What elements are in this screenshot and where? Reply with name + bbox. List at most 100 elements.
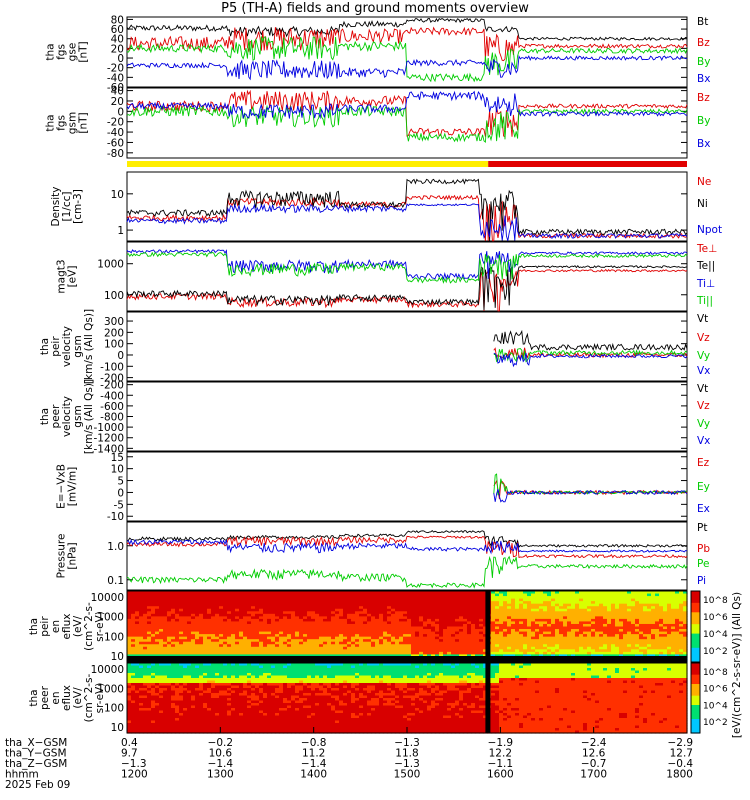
- spectrogram-cell: [155, 673, 160, 677]
- spectrogram-cell: [603, 593, 608, 597]
- spectrogram-cell: [147, 634, 152, 638]
- spectrogram-cell: [363, 636, 368, 640]
- spectrogram-cell: [339, 646, 344, 650]
- spectrogram-cell: [363, 603, 368, 607]
- spectrogram-cell: [339, 639, 344, 643]
- spectrogram-cell: [507, 651, 512, 655]
- spectrogram-cell: [187, 618, 192, 623]
- spectrogram-cell: [463, 629, 468, 633]
- spectrogram-cell: [279, 623, 284, 628]
- spectrogram-cell: [435, 603, 440, 607]
- spectrogram-cell: [519, 623, 524, 628]
- spectrogram-cell: [251, 639, 256, 643]
- spectrogram-cell: [555, 646, 560, 650]
- spectrogram-cell: [163, 631, 168, 635]
- spectrogram-cell: [543, 606, 548, 610]
- spectrogram-cell: [235, 688, 240, 692]
- spectrogram-cell: [139, 591, 144, 595]
- spectrogram-cell: [207, 613, 212, 617]
- spectrogram-cell: [335, 598, 340, 602]
- y-tick-label: 1000: [97, 259, 124, 271]
- spectrogram-cell: [327, 606, 332, 610]
- spectrogram-cell: [211, 700, 216, 704]
- spectrogram-cell: [399, 636, 404, 640]
- spectrogram-cell: [319, 596, 324, 600]
- spectrogram-cell: [579, 629, 584, 633]
- spectrogram-cell: [211, 634, 216, 638]
- spectrogram-cell: [175, 720, 180, 724]
- spectrogram-cell: [679, 626, 684, 630]
- spectrogram-cell: [303, 634, 308, 638]
- spectrogram-cell: [483, 634, 488, 638]
- spectrogram-cell: [567, 644, 572, 648]
- spectrogram-cell: [239, 700, 244, 704]
- spectrogram-cell: [631, 621, 636, 625]
- spectrogram-cell: [667, 646, 672, 650]
- spectrogram-cell: [387, 623, 392, 628]
- spectrogram-cell: [167, 651, 172, 655]
- spectrogram-cell: [375, 631, 380, 635]
- spectrogram-cell: [531, 596, 536, 600]
- spectrogram-cell: [315, 654, 320, 658]
- spectrogram-cell: [211, 695, 216, 699]
- spectrogram-cell: [583, 626, 588, 630]
- spectrogram-cell: [163, 705, 168, 709]
- spectrogram-cell: [323, 593, 328, 597]
- spectrogram-cell: [415, 591, 420, 595]
- legend-entry: Bt: [697, 16, 708, 28]
- spectrogram-cell: [267, 636, 272, 640]
- spectrogram-cell: [311, 613, 316, 617]
- spectrogram-cell: [235, 698, 240, 702]
- spectrogram-cell: [171, 668, 176, 672]
- spectrogram-cell: [539, 591, 544, 595]
- spectrogram-cell: [567, 608, 572, 612]
- y-tick-label: 20: [111, 43, 124, 55]
- spectrogram-cell: [311, 618, 316, 623]
- spectrogram-cell: [227, 695, 232, 699]
- spectrogram-cell: [439, 641, 444, 645]
- spectrogram-cell: [215, 621, 220, 625]
- spectrogram-cell: [679, 621, 684, 625]
- spectrogram-cell: [211, 616, 216, 620]
- spectrogram-cell: [231, 710, 236, 714]
- spectrogram-cell: [367, 644, 372, 648]
- spectrogram-cell: [479, 626, 484, 630]
- spectrogram-cell: [455, 623, 460, 628]
- spectrogram-cell: [559, 596, 564, 600]
- spectrogram-cell: [355, 651, 360, 655]
- spectrogram-cell: [463, 641, 468, 645]
- spectrogram-cell: [335, 639, 340, 643]
- spectrogram-cell: [379, 649, 384, 653]
- spectrogram-cell: [307, 651, 312, 655]
- spectrogram-cell: [627, 639, 632, 643]
- spectrogram-cell: [611, 644, 616, 648]
- legend-entry: Ti||: [696, 295, 713, 307]
- spectrogram-cell: [371, 641, 376, 645]
- spectrogram-cell: [139, 639, 144, 643]
- spectrogram-cell: [195, 723, 200, 727]
- spectrogram-cell: [231, 644, 236, 648]
- spectrogram-cell: [239, 606, 244, 610]
- spectrogram-cell: [663, 644, 668, 648]
- spectrogram-cell: [431, 611, 436, 615]
- spectrogram-cell: [615, 626, 620, 630]
- spectrogram-cell: [599, 623, 604, 628]
- spectrogram-cell: [203, 668, 208, 672]
- spectrogram-cell: [235, 720, 240, 724]
- spectrogram-cell: [143, 608, 148, 612]
- spectrogram-cell: [419, 634, 424, 638]
- spectrogram-cell: [539, 629, 544, 633]
- spectrogram-cell: [171, 596, 176, 600]
- spectrogram-cell: [611, 636, 616, 640]
- spectrogram-cell: [243, 608, 248, 612]
- spectrogram-cell: [443, 649, 448, 653]
- spectrogram-cell: [527, 611, 532, 615]
- spectrogram-cell: [567, 621, 572, 625]
- spectrogram-cell: [395, 641, 400, 645]
- spectrogram-cell: [387, 596, 392, 600]
- spectrogram-cell: [571, 613, 576, 617]
- spectrogram-cell: [383, 631, 388, 635]
- spectrogram-cell: [467, 636, 472, 640]
- spectrogram-cell: [471, 613, 476, 617]
- spectrogram-cell: [647, 649, 652, 653]
